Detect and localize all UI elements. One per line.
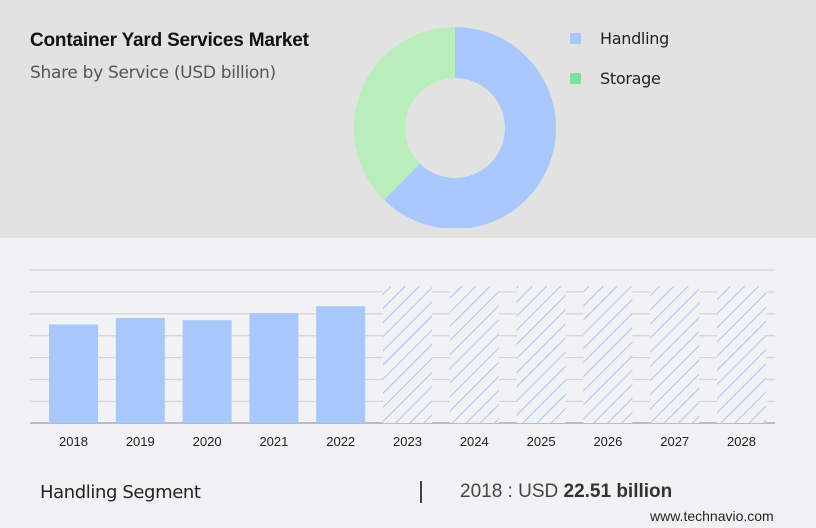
x-tick-label: 2021 [259,434,288,449]
donut-slice-storage [354,27,455,200]
legend-label-handling: Handling [600,29,669,48]
bar-2018 [49,324,98,423]
bar-2025 [516,286,566,423]
bars [49,286,766,423]
legend-item-storage: Storage [570,69,661,88]
bar-2022 [316,306,366,423]
bar-2020 [182,320,232,423]
bar-2028 [717,286,766,423]
bar-2021 [249,313,299,423]
x-tick-label: 2023 [393,434,422,449]
bar-2027 [650,286,700,423]
x-tick-label: 2027 [660,434,689,449]
legend-item-handling: Handling [570,29,669,48]
x-axis-labels: 2018 2019 2020 2021 2022 2023 2024 2025 2026 2027… [59,434,756,449]
x-tick-label: 2024 [460,434,489,449]
bar-2026 [583,286,633,423]
x-tick-label: 2025 [527,434,556,449]
legend-swatch-handling [570,33,581,44]
donut-slice-handling [384,27,556,228]
footer-divider [420,481,422,503]
chart-subtitle: Share by Service (USD billion) [30,63,276,83]
legend-label-storage: Storage [600,69,661,88]
segment-value-prefix: 2018 : USD [460,481,564,502]
x-tick-label: 2018 [59,434,88,449]
segment-label: Handling Segment [40,482,201,503]
x-tick-label: 2019 [126,434,155,449]
source-link[interactable]: www.technavio.com [650,508,774,524]
bar-2023 [383,286,432,423]
segment-value-amount: 22.51 billion [563,481,673,502]
x-tick-label: 2022 [326,434,355,449]
x-tick-label: 2020 [193,434,222,449]
x-tick-label: 2026 [593,434,622,449]
chart-title: Container Yard Services Market [30,30,309,51]
chart-header-panel: Container Yard Services Market Share by … [0,0,816,238]
bar-2024 [449,286,499,423]
donut-chart [354,27,556,228]
bar-chart: 2018 2019 2020 2021 2022 2023 2024 2025 2026 2027… [30,269,775,449]
bar-2019 [115,317,165,423]
x-tick-label: 2028 [727,434,756,449]
segment-value: 2018 : USD 22.51 billion [460,481,672,503]
legend-swatch-storage [570,73,581,84]
